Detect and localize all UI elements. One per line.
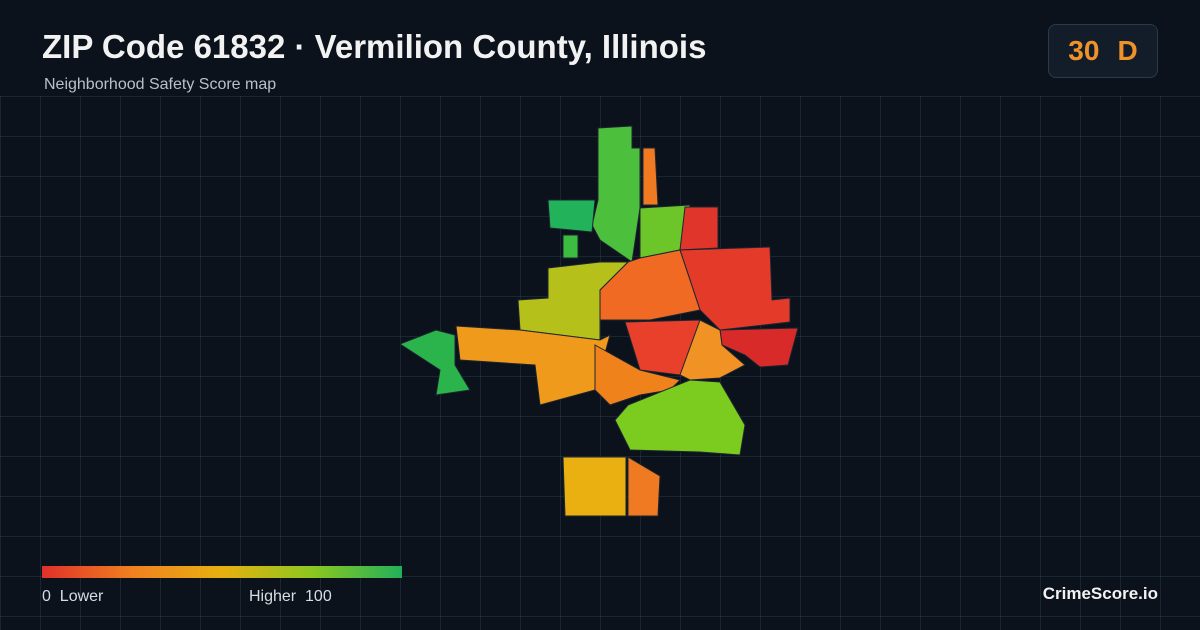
score-badge: 30 D	[1048, 24, 1158, 78]
title: ZIP Code 61832 · Vermilion County, Illin…	[42, 28, 707, 65]
area	[594, 344, 681, 406]
area	[627, 456, 661, 517]
area	[679, 319, 746, 381]
subtitle: Neighborhood Safety Score map	[44, 76, 277, 93]
score-value: 30	[1068, 35, 1100, 66]
legend-gradient	[42, 566, 402, 578]
area	[547, 199, 596, 233]
legend-labels: Higher 100	[249, 588, 332, 606]
area	[614, 379, 746, 456]
area	[679, 206, 719, 251]
legend-max: 100	[305, 588, 332, 605]
legend-min: 0	[42, 588, 51, 605]
legend-max-label: Higher	[249, 588, 297, 605]
area	[562, 234, 579, 259]
brand: CrimeScore.io	[1042, 584, 1158, 603]
area	[679, 246, 791, 331]
score-grade: D	[1117, 35, 1138, 66]
area	[591, 125, 641, 263]
legend-labels: 0 Lower	[42, 588, 103, 606]
area	[562, 456, 627, 517]
area	[642, 147, 659, 206]
area	[398, 329, 471, 396]
legend-min-label: Lower	[59, 588, 104, 605]
